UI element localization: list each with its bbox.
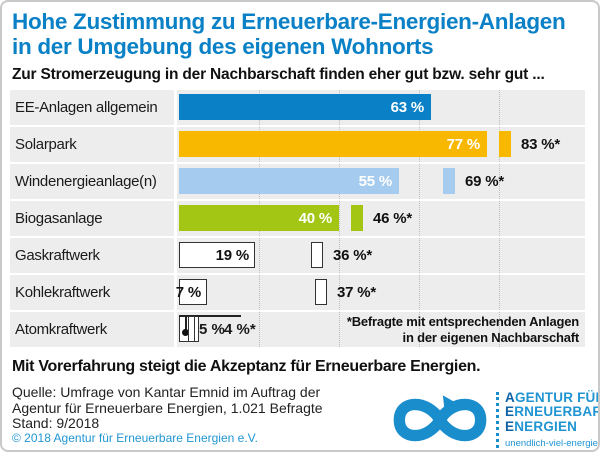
marker-value: 83 %*	[521, 136, 561, 153]
chart-row-windenergie: Windenergieanlage(n) 55 % 69 %*	[10, 164, 585, 199]
marker-value: 69 %*	[465, 173, 505, 190]
gridline-60	[419, 164, 420, 199]
neighbourhood-marker	[499, 131, 511, 157]
row-label: Kohlekraftwerk	[10, 275, 177, 310]
gridline-40	[339, 275, 340, 310]
neighbourhood-marker	[311, 242, 323, 268]
footnote: *Befragte mit entsprechenden Anlagen in …	[347, 314, 579, 346]
callout-leader-line	[179, 315, 241, 317]
row-label: EE-Anlagen allgemein	[10, 90, 177, 125]
chart-row-solarpark: Solarpark 77 % 83 %*	[10, 127, 585, 162]
gridline-40	[339, 201, 340, 236]
plot-area: 5 % 4 %* *Befragte mit entsprechenden An…	[177, 312, 585, 347]
bar-value: 40 %	[298, 209, 333, 227]
callout-stem	[185, 317, 187, 331]
page-title: Hohe Zustimmung zu Erneuerbare-Energien-…	[12, 9, 592, 59]
plot-area: 40 % 46 %*	[177, 201, 585, 236]
gridline-80	[499, 238, 500, 273]
gridline-20	[259, 238, 260, 273]
copyright-notice: © 2018 Agentur für Erneuerbare Energien …	[12, 431, 258, 445]
gridline-80	[499, 90, 500, 125]
neighbourhood-marker	[351, 205, 363, 231]
row-label: Windenergieanlage(n)	[10, 164, 177, 199]
source-line-1: Quelle: Umfrage von Kantar Emnid im Auft…	[12, 384, 321, 400]
key-statement: Mit Vorerfahrung steigt die Akzeptanz fü…	[12, 358, 481, 375]
arrow-head-icon	[442, 395, 458, 412]
gridline-20	[259, 275, 260, 310]
title-line-2: in der Umgebung des eigenen Wohnorts	[12, 34, 434, 59]
neighbourhood-marker	[315, 279, 327, 305]
bar-value: 5 %	[199, 321, 225, 338]
gridline-40	[339, 238, 340, 273]
bar: 40 %	[179, 205, 339, 231]
row-label: Biogasanlage	[10, 201, 177, 236]
bar-value: 77 %	[446, 135, 481, 153]
gridline-60	[419, 275, 420, 310]
chart-row-gaskraftwerk: Gaskraftwerk 19 % 36 %*	[10, 238, 585, 273]
logo-line-3: ENERGIEN	[505, 418, 578, 434]
gridline-60	[419, 201, 420, 236]
bar: 7 %	[175, 279, 207, 305]
bar: 55 %	[179, 168, 399, 194]
header: Hohe Zustimmung zu Erneuerbare-Energien-…	[12, 9, 592, 84]
footnote-line-2: in der eigenen Nachbarschaft	[402, 330, 580, 345]
logo-text: AGENTUR FÜR ERNEUERBARE ENERGIEN unendli…	[505, 389, 600, 450]
plot-area: 55 % 69 %*	[177, 164, 585, 199]
gridline-60	[419, 312, 420, 347]
logo-line-2: ERNEUERBARE	[505, 404, 598, 420]
bar: 63 %	[179, 94, 431, 120]
neighbourhood-marker	[443, 168, 455, 194]
source-line-2: Agentur für Erneuerbare Energien, 1.021 …	[12, 399, 323, 416]
aee-logo: AGENTUR FÜR ERNEUERBARE ENERGIEN unendli…	[388, 390, 598, 450]
marker-value: 36 %*	[333, 247, 373, 264]
subtitle: Zur Stromerzeugung in der Nachbarschaft …	[12, 66, 545, 83]
chart-row-kohlekraftwerk: Kohlekraftwerk 7 % 37 %*	[10, 275, 585, 310]
infinity-icon	[393, 395, 487, 442]
gridline-80	[499, 201, 500, 236]
logo-website-link[interactable]: unendlich-viel-energie.de	[505, 438, 600, 450]
gridline-80	[499, 312, 500, 347]
marker-value: 46 %*	[373, 210, 413, 227]
footnote-line-1: *Befragte mit entsprechenden Anlagen	[346, 314, 579, 329]
neighbourhood-marker	[188, 316, 195, 342]
bar-value: 63 %	[390, 98, 425, 116]
chart-row-biogas: Biogasanlage 40 % 46 %*	[10, 201, 585, 236]
logo-dotted-divider	[496, 392, 499, 448]
marker-value: 37 %*	[337, 284, 377, 301]
acceptance-bar-chart: EE-Anlagen allgemein 63 % Solarpark 77 %…	[10, 90, 585, 347]
marker-value: 4 %*	[224, 321, 256, 338]
bar-value: 19 %	[215, 246, 250, 264]
row-label: Gaskraftwerk	[10, 238, 177, 273]
row-label: Solarpark	[10, 127, 177, 162]
chart-row-ee-anlagen: EE-Anlagen allgemein 63 %	[10, 90, 585, 125]
plot-area: 19 % 36 %*	[177, 238, 585, 273]
plot-area: 77 % 83 %*	[177, 127, 585, 162]
gridline-80	[499, 275, 500, 310]
bar-value: 55 %	[358, 172, 393, 190]
chart-row-atomkraftwerk: Atomkraftwerk 5 % 4 %* *Befragte mit ent…	[10, 312, 585, 347]
gridline-60	[419, 238, 420, 273]
logo-line-1: AGENTUR FÜR	[505, 389, 600, 405]
plot-area: 7 % 37 %*	[175, 275, 585, 310]
title-line-1: Hohe Zustimmung zu Erneuerbare-Energien-…	[12, 9, 566, 34]
bar: 77 %	[179, 131, 487, 157]
bar-value: 7 %	[175, 283, 201, 301]
source-line-3: Stand: 9/2018	[12, 415, 100, 431]
plot-area: 63 %	[177, 90, 585, 125]
bar: 19 %	[179, 242, 255, 268]
gridline-40	[339, 312, 340, 347]
row-label: Atomkraftwerk	[10, 312, 177, 347]
gridline-80	[499, 164, 500, 199]
gridline-20	[259, 312, 260, 347]
source-text: Quelle: Umfrage von Kantar Emnid im Auft…	[12, 384, 323, 432]
callout-dot-marker	[182, 329, 189, 336]
